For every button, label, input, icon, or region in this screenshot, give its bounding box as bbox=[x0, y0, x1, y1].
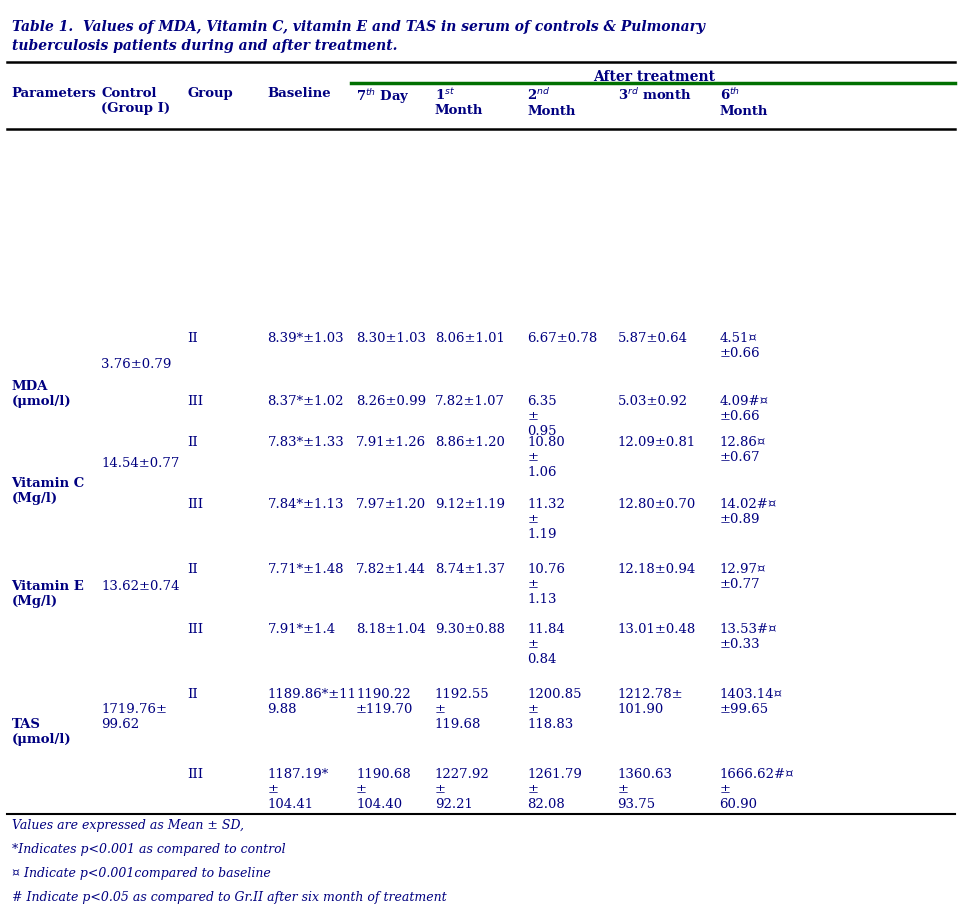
Text: 8.86±1.20: 8.86±1.20 bbox=[434, 436, 505, 449]
Text: 1719.76±
99.62: 1719.76± 99.62 bbox=[101, 703, 167, 731]
Text: 7.82±1.44: 7.82±1.44 bbox=[356, 563, 426, 576]
Text: Table 1.  Values of MDA, Vitamin C, vitamin E and TAS in serum of controls & Pul: Table 1. Values of MDA, Vitamin C, vitam… bbox=[12, 20, 703, 34]
Text: 6.67±0.78: 6.67±0.78 bbox=[527, 332, 597, 345]
Text: 12.86¤
±0.67: 12.86¤ ±0.67 bbox=[719, 436, 765, 463]
Text: 8.39*±1.03: 8.39*±1.03 bbox=[267, 332, 344, 345]
Text: Group: Group bbox=[187, 87, 234, 100]
Text: 3.76±0.79: 3.76±0.79 bbox=[101, 358, 171, 371]
Text: 1200.85
±
118.83: 1200.85 ± 118.83 bbox=[527, 688, 581, 731]
Text: 13.62±0.74: 13.62±0.74 bbox=[101, 580, 180, 593]
Text: 7.91*±1.4: 7.91*±1.4 bbox=[267, 623, 335, 636]
Text: III: III bbox=[187, 395, 204, 408]
Text: Vitamin C
(Mg/l): Vitamin C (Mg/l) bbox=[12, 477, 85, 505]
Text: Parameters: Parameters bbox=[12, 87, 96, 100]
Text: 1190.68
±
104.40: 1190.68 ± 104.40 bbox=[356, 768, 410, 811]
Text: 8.18±1.04: 8.18±1.04 bbox=[356, 623, 426, 636]
Text: 1187.19*
±
104.41: 1187.19* ± 104.41 bbox=[267, 768, 329, 811]
Text: # Indicate p<0.05 as compared to Gr.II after six month of treatment: # Indicate p<0.05 as compared to Gr.II a… bbox=[12, 891, 446, 904]
Text: II: II bbox=[187, 332, 198, 345]
Text: 1212.78±
101.90: 1212.78± 101.90 bbox=[617, 688, 682, 715]
Text: 12.09±0.81: 12.09±0.81 bbox=[617, 436, 695, 449]
Text: 8.74±1.37: 8.74±1.37 bbox=[434, 563, 505, 576]
Text: 13.01±0.48: 13.01±0.48 bbox=[617, 623, 695, 636]
Text: 8.26±0.99: 8.26±0.99 bbox=[356, 395, 426, 408]
Text: 8.06±1.01: 8.06±1.01 bbox=[434, 332, 505, 345]
Text: II: II bbox=[187, 688, 198, 701]
Text: 10.80
±
1.06: 10.80 ± 1.06 bbox=[527, 436, 564, 479]
Text: 11.84
±
0.84: 11.84 ± 0.84 bbox=[527, 623, 564, 666]
Text: 7.97±1.20: 7.97±1.20 bbox=[356, 498, 426, 511]
Text: 1190.22
±119.70: 1190.22 ±119.70 bbox=[356, 688, 413, 715]
Text: 12.18±0.94: 12.18±0.94 bbox=[617, 563, 695, 576]
Text: Baseline: Baseline bbox=[267, 87, 331, 100]
Text: 1192.55
±
119.68: 1192.55 ± 119.68 bbox=[434, 688, 489, 731]
Text: 8.30±1.03: 8.30±1.03 bbox=[356, 332, 426, 345]
Text: TAS
(μmol/l): TAS (μmol/l) bbox=[12, 718, 71, 746]
Text: 7.84*±1.13: 7.84*±1.13 bbox=[267, 498, 344, 511]
Text: 9.12±1.19: 9.12±1.19 bbox=[434, 498, 505, 511]
Text: 13.53#¤
±0.33: 13.53#¤ ±0.33 bbox=[719, 623, 776, 651]
Text: 12.97¤
±0.77: 12.97¤ ±0.77 bbox=[719, 563, 765, 591]
Text: III: III bbox=[187, 623, 204, 636]
Text: 7$^{th}$ Day: 7$^{th}$ Day bbox=[356, 87, 409, 105]
Text: 6$^{th}$
Month: 6$^{th}$ Month bbox=[719, 87, 767, 117]
Text: 1403.14¤
±99.65: 1403.14¤ ±99.65 bbox=[719, 688, 782, 715]
Text: 4.09#¤
±0.66: 4.09#¤ ±0.66 bbox=[719, 395, 768, 423]
Text: 1666.62#¤
±
60.90: 1666.62#¤ ± 60.90 bbox=[719, 768, 794, 811]
Text: 5.87±0.64: 5.87±0.64 bbox=[617, 332, 687, 345]
Text: 7.91±1.26: 7.91±1.26 bbox=[356, 436, 426, 449]
Text: II: II bbox=[187, 436, 198, 449]
Text: Values are expressed as Mean ± SD,: Values are expressed as Mean ± SD, bbox=[12, 819, 243, 832]
Text: 3$^{rd}$ month: 3$^{rd}$ month bbox=[617, 87, 691, 102]
Text: ¤ Indicate p<0.001compared to baseline: ¤ Indicate p<0.001compared to baseline bbox=[12, 867, 270, 880]
Text: 1$^{st}$
Month: 1$^{st}$ Month bbox=[434, 87, 482, 117]
Text: II: II bbox=[187, 563, 198, 576]
Text: 1227.92
±
92.21: 1227.92 ± 92.21 bbox=[434, 768, 489, 811]
Text: 11.32
±
1.19: 11.32 ± 1.19 bbox=[527, 498, 564, 542]
Text: 14.54±0.77: 14.54±0.77 bbox=[101, 457, 179, 470]
Text: *Indicates p<0.001 as compared to control: *Indicates p<0.001 as compared to contro… bbox=[12, 843, 284, 856]
Text: 1261.79
±
82.08: 1261.79 ± 82.08 bbox=[527, 768, 581, 811]
Text: Vitamin E
(Mg/l): Vitamin E (Mg/l) bbox=[12, 580, 85, 607]
Text: tuberculosis patients during and after treatment.: tuberculosis patients during and after t… bbox=[12, 39, 397, 53]
Text: 1360.63
±
93.75: 1360.63 ± 93.75 bbox=[617, 768, 672, 811]
Text: After treatment: After treatment bbox=[593, 70, 714, 84]
Text: 10.76
±
1.13: 10.76 ± 1.13 bbox=[527, 563, 565, 606]
Text: 7.82±1.07: 7.82±1.07 bbox=[434, 395, 505, 408]
Text: 9.30±0.88: 9.30±0.88 bbox=[434, 623, 505, 636]
Text: 5.03±0.92: 5.03±0.92 bbox=[617, 395, 687, 408]
Text: 1189.86*±11
9.88: 1189.86*±11 9.88 bbox=[267, 688, 357, 715]
Text: 8.37*±1.02: 8.37*±1.02 bbox=[267, 395, 344, 408]
Text: III: III bbox=[187, 498, 204, 511]
Text: Control
(Group I): Control (Group I) bbox=[101, 87, 170, 114]
Text: 14.02#¤
±0.89: 14.02#¤ ±0.89 bbox=[719, 498, 776, 526]
Text: 7.83*±1.33: 7.83*±1.33 bbox=[267, 436, 344, 449]
Text: III: III bbox=[187, 768, 204, 781]
Text: 6.35
±
0.95: 6.35 ± 0.95 bbox=[527, 395, 556, 438]
Text: 7.71*±1.48: 7.71*±1.48 bbox=[267, 563, 344, 576]
Text: 4.51¤
±0.66: 4.51¤ ±0.66 bbox=[719, 332, 759, 360]
Text: 12.80±0.70: 12.80±0.70 bbox=[617, 498, 695, 511]
Text: 2$^{nd}$
Month: 2$^{nd}$ Month bbox=[527, 87, 575, 117]
Text: MDA
(μmol/l): MDA (μmol/l) bbox=[12, 380, 71, 408]
